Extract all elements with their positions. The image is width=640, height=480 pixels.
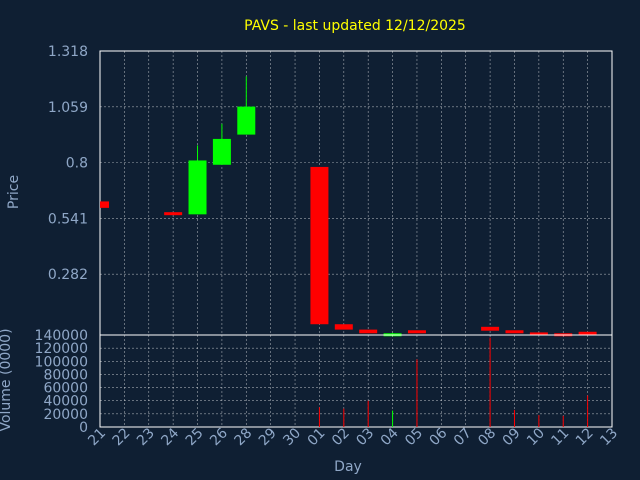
volume-tick-label: 140000 <box>35 328 88 344</box>
volume-tick-label: 40000 <box>43 394 88 410</box>
candle-body <box>188 160 207 215</box>
volume-tick-label: 20000 <box>43 407 88 423</box>
x-tick-label: 08 <box>475 425 499 449</box>
x-tick-label: 23 <box>134 425 158 449</box>
y-axis-label: Price <box>6 175 22 209</box>
x-axis-ticks: 21 22 23 24 25 26 28 29 30 01 02 03 04 05 06 07 08 09 10 11… <box>85 425 621 449</box>
x-tick-label: 06 <box>427 425 451 449</box>
price-panel: 1.318 1.059 0.8 0.541 0.282 <box>48 44 613 337</box>
candle-body <box>100 201 109 208</box>
x-tick-label: 10 <box>524 425 548 449</box>
candle-body <box>334 324 353 330</box>
volume-axis-label: Volume (0000) <box>0 328 14 431</box>
volume-tick-label: 0 <box>79 420 88 436</box>
x-tick-label: 05 <box>402 425 426 449</box>
x-tick-label: 02 <box>329 425 353 449</box>
candle-body <box>505 330 524 334</box>
x-tick-label: 28 <box>231 425 255 449</box>
candle-body <box>407 330 426 334</box>
volume-tick-label: 80000 <box>43 367 88 383</box>
candle-body <box>310 166 329 325</box>
x-tick-label: 03 <box>353 425 377 449</box>
x-tick-label: 29 <box>256 425 280 449</box>
x-tick-label: 04 <box>378 425 402 449</box>
x-tick-label: 25 <box>183 425 207 449</box>
x-tick-label: 07 <box>451 425 475 449</box>
price-tick-label: 0.282 <box>48 267 88 283</box>
volume-tick-label: 100000 <box>35 354 88 370</box>
x-tick-label: 01 <box>305 425 329 449</box>
volume-tick-label: 120000 <box>35 341 88 357</box>
candle-body <box>578 331 597 335</box>
x-tick-label: 21 <box>85 425 109 449</box>
price-tick-label: 1.059 <box>48 100 88 116</box>
candle-body <box>237 106 256 135</box>
price-tick-label: 0.8 <box>66 156 88 172</box>
x-tick-label: 11 <box>548 425 572 449</box>
price-frame <box>99 50 613 336</box>
x-tick-label: 13 <box>597 425 621 449</box>
candle-body <box>481 326 500 331</box>
price-tick-label: 0.541 <box>48 211 88 227</box>
x-tick-label: 26 <box>207 425 231 449</box>
volume-frame <box>99 334 613 428</box>
chart-title: PAVS - last updated 12/12/2025 <box>244 18 466 34</box>
volume-tick-label: 60000 <box>43 381 88 397</box>
x-tick-label: 22 <box>110 425 134 449</box>
x-tick-label: 24 <box>158 425 182 449</box>
x-tick-label: 30 <box>280 425 304 449</box>
candle-body <box>212 138 231 165</box>
x-tick-label: 09 <box>500 425 524 449</box>
candle-body <box>529 332 548 336</box>
price-tick-label: 1.318 <box>48 44 88 60</box>
candle-body <box>359 329 378 334</box>
x-axis-label: Day <box>334 459 362 475</box>
candle-body <box>164 212 183 216</box>
x-tick-label: 12 <box>573 425 597 449</box>
